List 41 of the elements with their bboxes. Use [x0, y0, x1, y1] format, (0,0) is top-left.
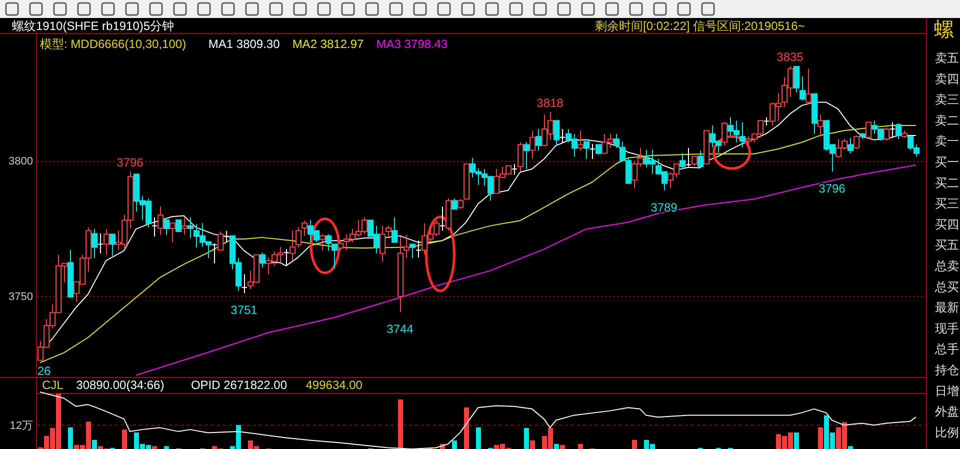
text: 卖三	[935, 92, 959, 107]
annotation: 3744	[386, 322, 414, 336]
text: 卖二	[935, 113, 959, 128]
text: MA1 3809.30	[208, 37, 280, 51]
text: 总卖	[934, 259, 959, 273]
annotation: 3789	[650, 200, 678, 214]
y-tick-label: 3800	[8, 156, 33, 168]
text: 持仓	[935, 363, 959, 377]
text: 日增	[935, 384, 959, 398]
text: 卖五	[935, 51, 959, 65]
text: 买四	[935, 217, 959, 232]
text: MA2 3812.97	[292, 37, 364, 51]
text: 卖一	[935, 134, 959, 148]
text: 外盘	[935, 404, 959, 419]
text: 买一	[935, 155, 959, 169]
text: 最新	[935, 300, 959, 315]
chart-title: 螺纹1910(SHFE rb1910)5分钟	[12, 19, 174, 33]
text: 总手	[934, 342, 959, 356]
annotation: 3835	[776, 50, 804, 64]
text: 买三	[935, 196, 959, 211]
ref-line-label: 12万	[10, 420, 33, 432]
y-tick-label: 3750	[8, 290, 33, 303]
annotation: 26	[37, 364, 51, 378]
chart-title: CJL	[42, 378, 64, 392]
text: 卖四	[935, 72, 959, 86]
text: 买二	[935, 176, 959, 190]
annotation: 30890.00(34:66)	[76, 378, 164, 392]
text: 现手	[935, 321, 959, 336]
annotation: 3796	[116, 155, 144, 170]
legend-title: 模型: MDD6666(10,30,100)	[40, 37, 186, 51]
annotation: 3796	[818, 181, 846, 196]
text: MA3 3798.43	[376, 37, 448, 51]
text: 螺	[934, 19, 954, 41]
annotation: 499634.00	[306, 378, 363, 392]
text: 买五	[935, 238, 959, 252]
text: 剩余时间[0:02:22] 信号区间:20190516~	[595, 19, 805, 33]
annotation: 3818	[536, 96, 564, 110]
text: 总买	[934, 280, 959, 294]
text: 比例	[935, 425, 959, 440]
text: OPID 2671822.00	[190, 378, 288, 392]
annotation: 3751	[230, 303, 258, 318]
